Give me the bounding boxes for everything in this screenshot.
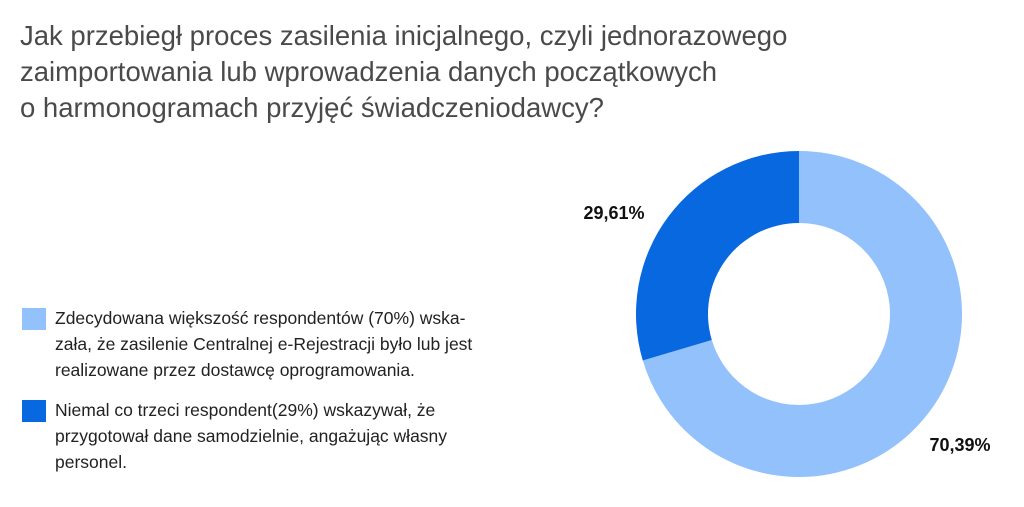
- legend-text-line: przygotował dane samodzielnie, angażując…: [55, 426, 448, 446]
- legend-text-line: personel.: [55, 452, 127, 472]
- donut-slice-software-provider: [642, 151, 962, 477]
- donut-slice-self-prepared: [636, 151, 799, 361]
- legend-swatch-dark-blue: [22, 400, 46, 422]
- title-line-1: Jak przebiegł proces zasilenia inicjalne…: [20, 20, 788, 51]
- title-line-2: zaimportowania lub wprowadzenia danych p…: [20, 56, 718, 87]
- legend-item-self-prepared: Niemal co trzeci respondent(29%) wskazyw…: [22, 397, 532, 475]
- data-label-software-provider: 70,39%: [929, 435, 990, 455]
- title-line-3: o harmonogramach przyjęć świadczeniodawc…: [20, 92, 604, 123]
- legend-text-line: realizowane przez dostawcę oprogramowani…: [55, 360, 415, 380]
- legend-item-software-provider: Zdecydowana większość respondentów (70%)…: [22, 305, 532, 383]
- chart-title: Jak przebiegł proces zasilenia inicjalne…: [20, 18, 920, 126]
- legend: Zdecydowana większość respondentów (70%)…: [22, 305, 532, 489]
- legend-text-line: zała, że zasilenie Centralnej e-Rejestra…: [55, 334, 473, 354]
- legend-text-line: Niemal co trzeci respondent(29%) wskazyw…: [55, 400, 436, 420]
- data-label-self-prepared: 29,61%: [583, 203, 644, 223]
- legend-swatch-light-blue: [22, 308, 46, 330]
- legend-text-line: Zdecydowana większość respondentów (70%)…: [55, 308, 466, 328]
